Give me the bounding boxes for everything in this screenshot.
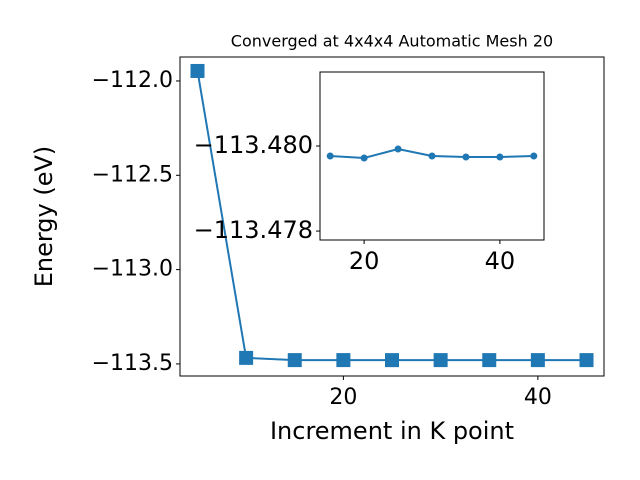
data-marker	[579, 353, 594, 368]
data-marker	[336, 353, 351, 368]
data-marker	[360, 154, 368, 162]
data-marker	[433, 353, 448, 368]
chart-title: Converged at 4x4x4 Automatic Mesh 20	[231, 32, 553, 51]
data-marker	[394, 145, 402, 153]
data-marker	[462, 153, 470, 161]
y-tick-label: −113.5	[92, 351, 173, 376]
data-marker	[190, 63, 205, 78]
x-tick-label: 40	[485, 247, 516, 275]
data-marker	[428, 152, 436, 160]
x-tick-label: 40	[524, 385, 552, 410]
y-tick-label: −113.478	[194, 216, 313, 244]
data-marker	[496, 153, 504, 161]
y-tick-label: −113.480	[194, 131, 313, 159]
data-marker	[530, 152, 538, 160]
x-tick-label: 20	[329, 385, 357, 410]
y-axis-label: Energy (eV)	[30, 146, 58, 288]
data-marker	[326, 152, 334, 160]
y-tick-label: −112.0	[92, 68, 173, 93]
data-marker	[385, 353, 399, 368]
x-tick-label: 20	[349, 247, 380, 275]
data-marker	[239, 350, 254, 365]
axes-frame	[179, 56, 605, 377]
data-marker	[287, 353, 302, 368]
axes-frame	[319, 71, 545, 241]
y-tick-label: −113.0	[92, 257, 173, 282]
data-marker	[530, 353, 545, 368]
y-tick-label: −112.5	[92, 162, 173, 187]
x-axis-label: Increment in K point	[270, 417, 514, 445]
data-marker	[482, 353, 497, 368]
